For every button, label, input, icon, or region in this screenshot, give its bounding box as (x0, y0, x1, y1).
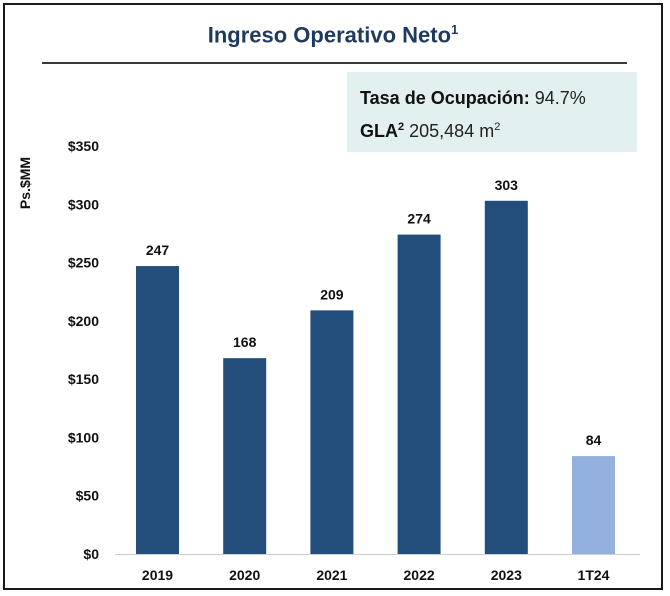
bar-2023 (484, 200, 528, 554)
x-tick-label-2023: 2023 (491, 567, 522, 583)
y-tick-label: $200 (68, 313, 99, 329)
x-tick-label-1T24: 1T24 (578, 567, 610, 583)
y-tick-label: $300 (68, 196, 99, 212)
bar-2020 (223, 358, 267, 554)
gla-value: 205,484 m (409, 121, 495, 141)
chart-title: Ingreso Operativo Neto1 (0, 22, 666, 48)
data-label-2021: 209 (320, 286, 344, 302)
data-label-1T24: 84 (586, 432, 602, 448)
data-label-2022: 274 (407, 211, 431, 227)
y-tick-label: $0 (83, 546, 99, 562)
occupancy-label: Tasa de Ocupación: (360, 88, 530, 108)
chart-title-text: Ingreso Operativo Neto (207, 22, 452, 48)
occupancy-value: 94.7% (534, 88, 586, 108)
chart-title-footnote: 1 (451, 22, 459, 37)
bar-2021 (310, 310, 354, 554)
x-tick-label-2021: 2021 (316, 567, 347, 583)
gla-unit-superscript: 2 (494, 121, 501, 133)
gla-label: GLA (360, 121, 398, 141)
data-label-2023: 303 (495, 177, 519, 193)
gla-line: GLA2 205,484 m2 (360, 121, 500, 142)
y-tick-label: $150 (68, 371, 99, 387)
y-tick-label: $350 (68, 138, 99, 154)
x-tick-label-2019: 2019 (142, 567, 173, 583)
y-tick-label: $50 (76, 488, 100, 504)
info-box: Tasa de Ocupación: 94.7% GLA2 205,484 m2 (347, 72, 637, 152)
y-tick-label: $250 (68, 255, 99, 271)
title-divider (42, 62, 627, 64)
occupancy-line: Tasa de Ocupación: 94.7% (360, 88, 586, 109)
gla-footnote: 2 (398, 121, 405, 133)
x-tick-label-2022: 2022 (404, 567, 435, 583)
y-tick-label: $100 (68, 429, 99, 445)
x-tick-label-2020: 2020 (229, 567, 260, 583)
bar-2022 (397, 234, 441, 554)
data-label-2020: 168 (233, 334, 257, 350)
bar-2019 (136, 266, 179, 554)
bar-1T24 (572, 456, 615, 554)
data-label-2019: 247 (146, 242, 170, 258)
